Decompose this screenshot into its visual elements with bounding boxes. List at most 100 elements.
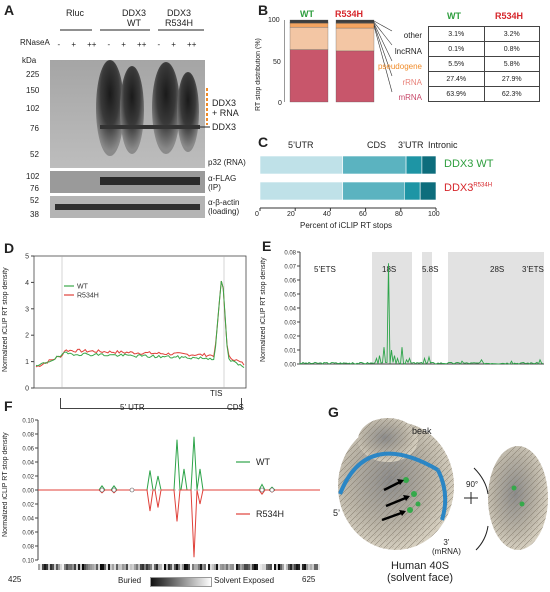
f-barcode-190 xyxy=(204,564,206,570)
b-category-labels: other lncRNA pseudogene rRNA mRNA xyxy=(368,28,422,106)
f-barcode-128 xyxy=(142,564,144,570)
gel-figure xyxy=(50,29,210,218)
e-region-label-2: 5.8S xyxy=(422,265,438,274)
f-barcode-204 xyxy=(218,564,220,570)
marker-102: 102 xyxy=(26,104,40,113)
flag-band xyxy=(100,177,200,185)
f-barcode-234 xyxy=(248,564,250,570)
ddx3-label: DDX3 xyxy=(212,122,237,132)
c-stacked-bar-chart xyxy=(259,155,437,211)
e-region-shade-1 xyxy=(422,252,432,364)
f-barcode-168 xyxy=(182,564,184,570)
d-tis-label: TIS xyxy=(210,389,223,398)
f-barcode-220 xyxy=(234,564,236,570)
f-barcode-74 xyxy=(88,564,90,570)
panel-b-label: B xyxy=(258,2,269,18)
f-barcode-210 xyxy=(224,564,226,570)
b-cat-mrna: mRNA xyxy=(398,93,422,102)
f-barcode-132 xyxy=(146,564,148,570)
b-bar-wt-mrna xyxy=(289,49,329,103)
f-barcode-200 xyxy=(214,564,216,570)
f-ytick-top-label-1: 0.08 xyxy=(22,433,34,439)
b-stacked-bar-chart xyxy=(284,19,393,103)
c-bar-1-1 xyxy=(342,181,405,201)
f-exposure-scale xyxy=(150,577,212,587)
f-barcode-278 xyxy=(292,564,294,570)
f-barcode-44 xyxy=(58,564,60,570)
marker-76: 76 xyxy=(30,124,39,133)
f-ytick-bot-label-0: 0.02 xyxy=(22,503,34,509)
e-region-label-0: 5’ETS xyxy=(314,265,336,274)
e-ytick-label-7: 0.07 xyxy=(284,265,296,271)
f-barcode-258 xyxy=(272,564,274,570)
f-barcode-76 xyxy=(90,564,92,570)
b-row-rrna: 27.4% 27.9% xyxy=(428,71,540,87)
f-barcode-48 xyxy=(62,564,64,570)
mrna-path xyxy=(338,451,440,495)
f-barcode-62 xyxy=(76,564,78,570)
f-barcode-238 xyxy=(252,564,254,570)
f-barcode-148 xyxy=(162,564,164,570)
f-barcode-144 xyxy=(158,564,160,570)
d-ytick-label-4: 4 xyxy=(25,280,29,287)
f-barcode-222 xyxy=(236,564,238,570)
f-barcode-160 xyxy=(174,564,176,570)
b-cat-pseudogene: pseudogene xyxy=(377,62,422,71)
f-barcode-232 xyxy=(246,564,248,570)
f-barcode-240 xyxy=(254,564,256,570)
d-ytick-label-2: 2 xyxy=(25,333,29,340)
f-barcode-262 xyxy=(276,564,278,570)
arrow-2 xyxy=(385,495,409,508)
b-wt-label: WT xyxy=(300,9,314,19)
d-ytick-label-5: 5 xyxy=(25,254,29,261)
f-barcode-60 xyxy=(74,564,76,570)
b-leader-4 xyxy=(373,25,393,93)
f-barcode-52 xyxy=(66,564,68,570)
marker-102b: 102 xyxy=(26,172,40,181)
e-ytick-label-2: 0.02 xyxy=(284,335,296,341)
f-barcode-40 xyxy=(54,564,56,570)
b-bar-r534h-mrna xyxy=(335,50,375,103)
lane-rluc-label: Rluc xyxy=(66,8,85,18)
f-ytick-bot-label-1: 0.04 xyxy=(22,517,34,523)
f-barcode-118 xyxy=(132,564,134,570)
f-legend-mut: R534H xyxy=(256,509,284,519)
f-barcode-260 xyxy=(274,564,276,570)
d-plot-frame xyxy=(33,255,247,389)
panel-d-label: D xyxy=(4,240,15,256)
c-bar-0-1 xyxy=(342,155,407,175)
f-barcode-50 xyxy=(64,564,66,570)
b-row-mrna: 63.9% 62.3% xyxy=(428,86,540,102)
b-ytick-50: 50 xyxy=(273,59,281,66)
f-barcode-268 xyxy=(282,564,284,570)
f-barcode-244 xyxy=(258,564,260,570)
c-region-cds: CDS xyxy=(367,140,387,150)
f-barcode-36 xyxy=(50,564,52,570)
f-ylabel: Normalized iCLIP RT stop density xyxy=(2,432,9,538)
f-exposed-label: Solvent Exposed xyxy=(214,576,275,585)
f-barcode-256 xyxy=(270,564,272,570)
kda-label: kDa xyxy=(22,56,37,65)
marker-38: 38 xyxy=(30,210,39,219)
e-region-shade-0 xyxy=(372,252,412,364)
f-marker-0 xyxy=(99,487,105,493)
f-barcode-26 xyxy=(40,564,42,570)
f-barcode-180 xyxy=(194,564,196,570)
f-line-r534h xyxy=(38,489,320,558)
b-mut-label: R534H xyxy=(335,9,364,19)
c-region-intronic: Intronic xyxy=(428,140,458,150)
f-barcode-124 xyxy=(138,564,140,570)
e-region-label-3: 28S xyxy=(490,265,504,274)
d-ytick-label-3: 3 xyxy=(25,306,29,313)
f-barcode-236 xyxy=(250,564,252,570)
d-ytick-label-1: 1 xyxy=(25,359,29,366)
f-barcode-282 xyxy=(296,564,298,570)
f-barcode-182 xyxy=(196,564,198,570)
f-barcode-272 xyxy=(286,564,288,570)
f-ytick-top-label-0: 0.10 xyxy=(22,419,34,425)
e-region-label-4: 3’ETS xyxy=(522,265,544,274)
marker-150: 150 xyxy=(26,86,40,95)
e-ytick-label-6: 0.06 xyxy=(284,279,296,285)
f-barcode-88 xyxy=(102,564,104,570)
f-barcode-142 xyxy=(156,564,158,570)
